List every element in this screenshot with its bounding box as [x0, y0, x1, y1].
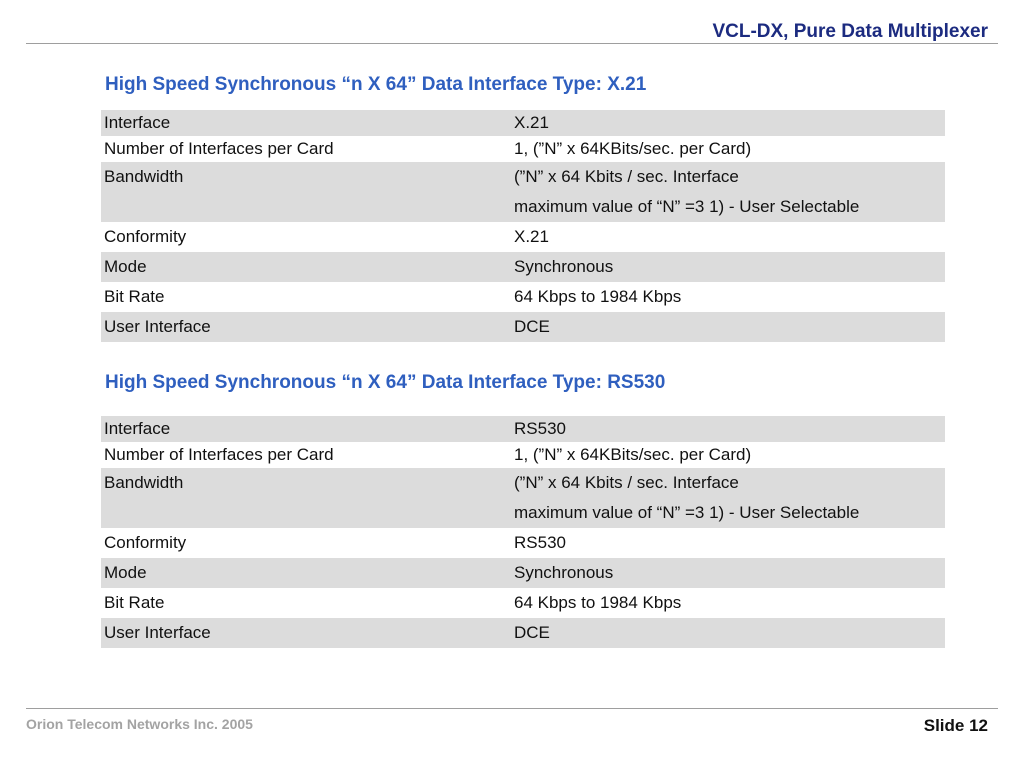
table-row: Number of Interfaces per Card 1, (”N” x 6…	[101, 136, 945, 162]
section-title-x21: High Speed Synchronous “n X 64” Data Int…	[105, 74, 647, 95]
row-value: 64 Kbps to 1984 Kbps	[514, 282, 945, 312]
row-value-line: 64 Kbps to 1984 Kbps	[514, 593, 682, 612]
row-label: User Interface	[104, 623, 211, 642]
table-row: Bit Rate 64 Kbps to 1984 Kbps	[101, 282, 945, 312]
row-label: Mode	[104, 563, 147, 582]
row-value-line: Synchronous	[514, 563, 614, 582]
table-row: Conformity X.21	[101, 222, 945, 252]
row-label: Interface	[104, 419, 171, 438]
table-row: Conformity RS530	[101, 528, 945, 558]
row-label: Number of Interfaces per Card	[104, 139, 334, 158]
row-value-line: 1, (”N” x 64KBits/sec. per Card)	[514, 139, 752, 158]
section-title-rs530: High Speed Synchronous “n X 64” Data Int…	[105, 372, 666, 393]
row-value-line: Synchronous	[514, 257, 614, 276]
row-label: Bit Rate	[104, 593, 165, 612]
row-value-line: X.21	[514, 227, 549, 246]
row-value: (”N” x 64 Kbits / sec. Interface maximum …	[514, 162, 945, 222]
row-label: Bandwidth	[104, 167, 184, 186]
spec-table-rs530: Interface RS530 Number of Interfaces per C…	[101, 416, 945, 648]
footer-divider	[26, 708, 998, 709]
row-value: RS530	[514, 416, 945, 442]
row-label: Mode	[104, 257, 147, 276]
table-row: User Interface DCE	[101, 312, 945, 342]
row-value-line: RS530	[514, 419, 566, 438]
row-value: 1, (”N” x 64KBits/sec. per Card)	[514, 442, 945, 468]
table-row: Mode Synchronous	[101, 252, 945, 282]
row-value-line: (”N” x 64 Kbits / sec. Interface	[514, 167, 739, 186]
slide-header-title: VCL-DX, Pure Data Multiplexer	[712, 21, 988, 42]
row-label: Conformity	[104, 227, 187, 246]
table-row: Bandwidth (”N” x 64 Kbits / sec. Interfac…	[101, 162, 945, 222]
table-row: Interface X.21	[101, 110, 945, 136]
row-value-line: 64 Kbps to 1984 Kbps	[514, 287, 682, 306]
footer-company: Orion Telecom Networks Inc. 2005	[26, 716, 253, 732]
row-value: Synchronous	[514, 558, 945, 588]
row-value: X.21	[514, 110, 945, 136]
table-row: Interface RS530	[101, 416, 945, 442]
row-value: 64 Kbps to 1984 Kbps	[514, 588, 945, 618]
row-label: Bit Rate	[104, 287, 165, 306]
row-value: DCE	[514, 312, 945, 342]
row-value-line: (”N” x 64 Kbits / sec. Interface	[514, 473, 739, 492]
row-value-line: maximum value of “N” =3 1) - User Select…	[514, 197, 860, 216]
row-label: Bandwidth	[104, 473, 184, 492]
row-value: RS530	[514, 528, 945, 558]
row-label: Number of Interfaces per Card	[104, 445, 334, 464]
table-row: Mode Synchronous	[101, 558, 945, 588]
row-value: X.21	[514, 222, 945, 252]
spec-table-x21: Interface X.21 Number of Interfaces per Ca…	[101, 110, 945, 342]
row-value-line: 1, (”N” x 64KBits/sec. per Card)	[514, 445, 752, 464]
table-row: User Interface DCE	[101, 618, 945, 648]
row-value: 1, (”N” x 64KBits/sec. per Card)	[514, 136, 945, 162]
row-value: Synchronous	[514, 252, 945, 282]
row-label: User Interface	[104, 317, 211, 336]
row-value-line: DCE	[514, 623, 550, 642]
row-value-line: maximum value of “N” =3 1) - User Select…	[514, 503, 860, 522]
row-value-line: DCE	[514, 317, 550, 336]
row-label: Conformity	[104, 533, 187, 552]
table-row: Bandwidth (”N” x 64 Kbits / sec. Interfac…	[101, 468, 945, 528]
row-value: DCE	[514, 618, 945, 648]
table-row: Number of Interfaces per Card 1, (”N” x 6…	[101, 442, 945, 468]
row-label: Interface	[104, 113, 171, 132]
row-value-line: X.21	[514, 113, 549, 132]
table-row: Bit Rate 64 Kbps to 1984 Kbps	[101, 588, 945, 618]
row-value: (”N” x 64 Kbits / sec. Interface maximum …	[514, 468, 945, 528]
slide-number: Slide 12	[923, 716, 988, 735]
header-divider	[26, 43, 998, 44]
row-value-line: RS530	[514, 533, 566, 552]
